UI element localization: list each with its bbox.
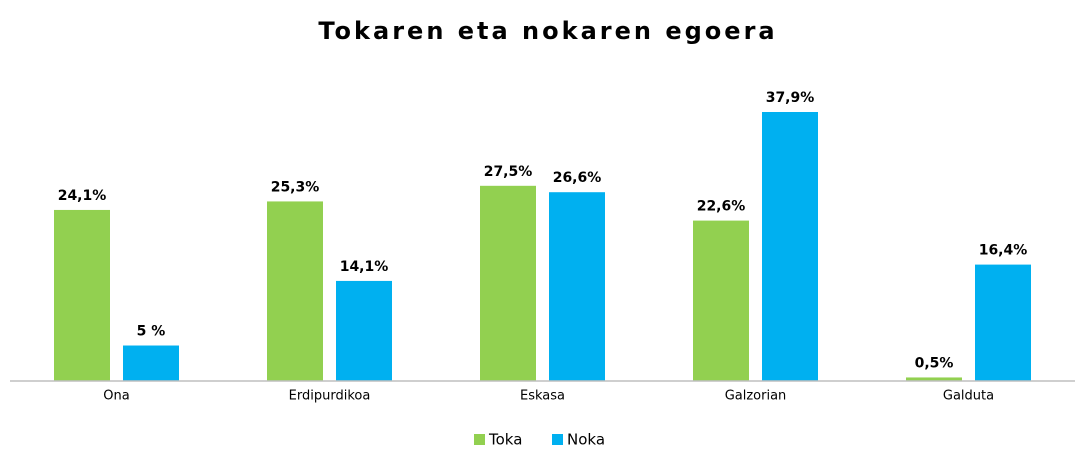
value-label: 14,1% [340,259,389,275]
x-tick-label: Galduta [943,389,994,404]
legend-label: Toka [488,431,522,449]
value-label: 24,1% [58,188,107,204]
value-label: 25,3% [271,179,320,195]
value-label: 37,9% [766,90,815,106]
value-label: 26,6% [553,170,602,186]
chart-title: Tokaren eta nokaren egoera [318,17,777,45]
value-label: 16,4% [979,243,1028,259]
value-label: 27,5% [484,164,533,180]
value-label: 22,6% [697,199,746,215]
bar [54,209,110,381]
bar [975,264,1031,381]
x-tick-label: Eskasa [520,389,565,404]
value-label: 0,5% [915,355,954,371]
x-tick-label: Erdipurdikoa [289,389,371,404]
bar [480,185,536,381]
bar [267,201,323,381]
legend-label: Noka [567,431,605,449]
bar [549,192,605,381]
x-tick-label: Ona [103,389,129,404]
bar [336,280,392,381]
x-tick-label: Galzorian [725,389,787,404]
bar [762,112,818,381]
legend-swatch [474,434,485,445]
bar [693,220,749,381]
bar [906,377,962,381]
bar [123,345,179,381]
legend-swatch [552,434,563,445]
value-label: 5 % [137,324,166,340]
